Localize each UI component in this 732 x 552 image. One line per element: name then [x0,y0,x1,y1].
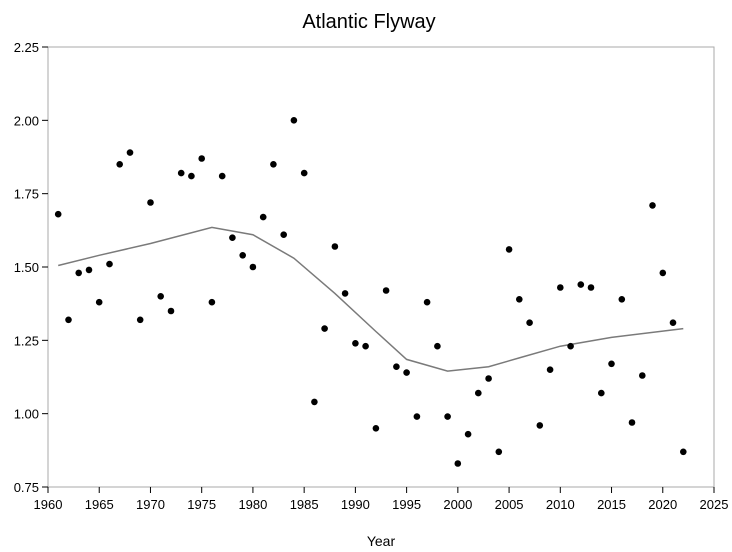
data-point [618,296,626,303]
data-point [270,161,277,168]
data-point [516,296,523,303]
data-point [464,430,472,438]
x-tick-label: 1980 [238,497,267,512]
data-point [147,199,154,206]
data-point [54,210,62,218]
data-point [639,372,646,379]
data-point [567,342,574,350]
data-point [218,172,226,180]
data-point [126,149,134,156]
data-point [403,369,410,376]
x-tick-label: 1960 [34,497,63,512]
x-tick-label: 2025 [700,497,729,512]
data-point [229,234,236,241]
data-point [208,298,216,306]
data-point [495,448,503,456]
trend-line [58,226,684,372]
data-point [341,290,349,297]
x-axis: 1960 1965 1970 1975 1980 1985 1990 1995 2000 2005… [34,487,729,512]
data-point [669,319,677,327]
data-point [259,213,267,221]
x-tick-label: 2000 [443,497,472,512]
data-point [557,284,564,291]
y-tick-label: 1.00 [14,407,39,422]
chart-title: Atlantic Flyway [302,11,435,33]
data-point [628,419,636,426]
data-point [167,307,175,315]
y-tick-label: 0.75 [14,480,39,495]
x-axis-label: Year [367,533,396,549]
x-tick-label: 2020 [648,497,677,512]
y-tick-label: 2.25 [14,40,39,55]
data-point [649,202,656,209]
data-point [198,155,205,162]
data-point [116,161,123,168]
data-point [444,413,451,420]
data-point [587,284,595,291]
data-point [321,325,328,332]
data-points [54,117,687,467]
data-point [423,298,431,306]
y-tick-label: 1.75 [14,187,39,202]
x-tick-label: 1995 [392,497,421,512]
data-point [280,231,288,238]
data-point [290,117,298,124]
data-point [434,342,441,350]
data-point [65,316,72,324]
data-point [311,398,318,406]
data-point [188,172,195,180]
data-point [608,360,615,368]
data-point [393,363,400,371]
x-tick-label: 2015 [597,497,626,512]
data-point [177,169,185,177]
data-point [331,243,339,250]
data-point [85,266,93,274]
data-point [239,252,246,259]
data-point [577,281,585,288]
data-point [382,287,390,294]
data-point [106,260,113,268]
data-point [454,460,462,467]
y-axis: 0.75 1.00 1.25 1.50 1.75 2.00 2.25 [14,40,48,495]
data-point [75,269,82,277]
data-point [157,293,164,300]
plot-frame [47,46,715,488]
data-point [485,375,492,382]
data-point [680,448,687,456]
x-tick-label: 1970 [136,497,165,512]
data-point [372,425,380,432]
data-point [475,389,482,397]
data-point [362,342,369,350]
x-tick-label: 2005 [495,497,524,512]
y-tick-label: 1.50 [14,260,39,275]
data-point [413,413,421,420]
y-tick-label: 1.25 [14,333,39,348]
data-point [536,422,544,429]
data-point [526,319,533,327]
y-tick-label: 2.00 [14,113,39,128]
x-tick-label: 1990 [341,497,370,512]
x-tick-label: 1965 [85,497,114,512]
data-point [352,340,359,347]
x-tick-label: 2010 [546,497,575,512]
data-point [598,389,605,397]
data-point [546,366,554,374]
data-point [95,298,103,306]
data-point [659,269,667,277]
data-point [136,316,144,324]
data-point [300,169,308,177]
data-point [505,246,513,253]
x-tick-label: 1985 [290,497,319,512]
data-point [249,263,257,271]
x-tick-label: 1975 [187,497,216,512]
